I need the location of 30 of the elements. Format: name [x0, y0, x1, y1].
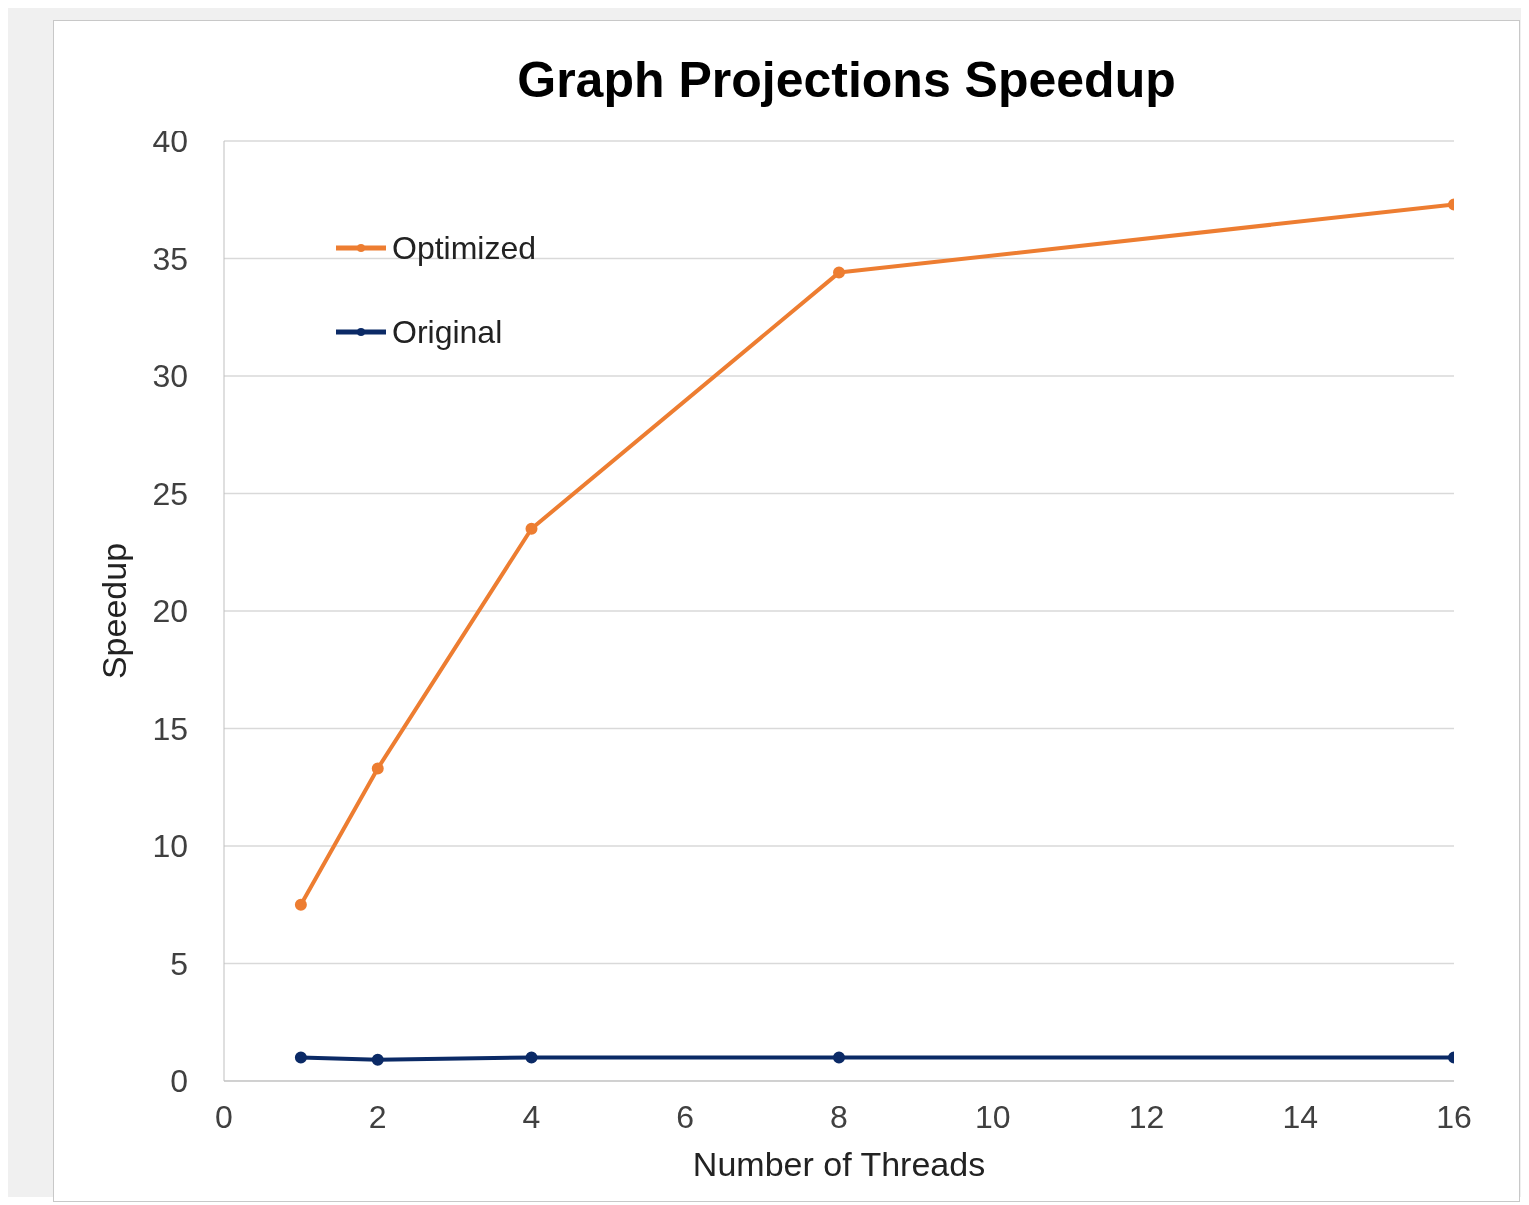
point — [294, 1051, 307, 1064]
point — [833, 1051, 845, 1064]
point — [371, 762, 384, 775]
x-tick-label: 16 — [1436, 1098, 1472, 1135]
x-tick-label: 6 — [676, 1098, 695, 1135]
point — [294, 898, 307, 911]
x-tick-label: 8 — [830, 1098, 848, 1135]
y-tick-label: 10 — [152, 828, 188, 865]
y-tick-label: 35 — [152, 240, 188, 277]
x-tick-label: 2 — [368, 1098, 387, 1135]
point — [371, 1053, 384, 1066]
y-tick-label: 25 — [152, 475, 188, 512]
y-tick-label: 30 — [152, 358, 188, 395]
point — [525, 522, 538, 535]
point — [525, 1051, 538, 1064]
x-tick-label: 10 — [974, 1098, 1011, 1135]
x-tick-label: 4 — [522, 1098, 541, 1135]
x-axis-title: Number of Threads — [692, 1145, 986, 1183]
point — [833, 266, 845, 279]
y-tick-label: 0 — [170, 1063, 188, 1100]
legend-label: Optimized — [392, 229, 537, 267]
x-tick-label: 14 — [1282, 1098, 1319, 1135]
y-axis-title: Speedup — [95, 542, 134, 680]
y-tick-label: 20 — [152, 593, 188, 630]
y-tick-label: 5 — [170, 945, 188, 982]
legend-label: Original — [392, 313, 503, 351]
x-tick-label: 12 — [1128, 1098, 1165, 1135]
x-tick-label: 0 — [215, 1098, 233, 1135]
chart-title: Graph Projections Speedup — [517, 52, 1176, 108]
y-tick-label: 15 — [152, 710, 188, 747]
